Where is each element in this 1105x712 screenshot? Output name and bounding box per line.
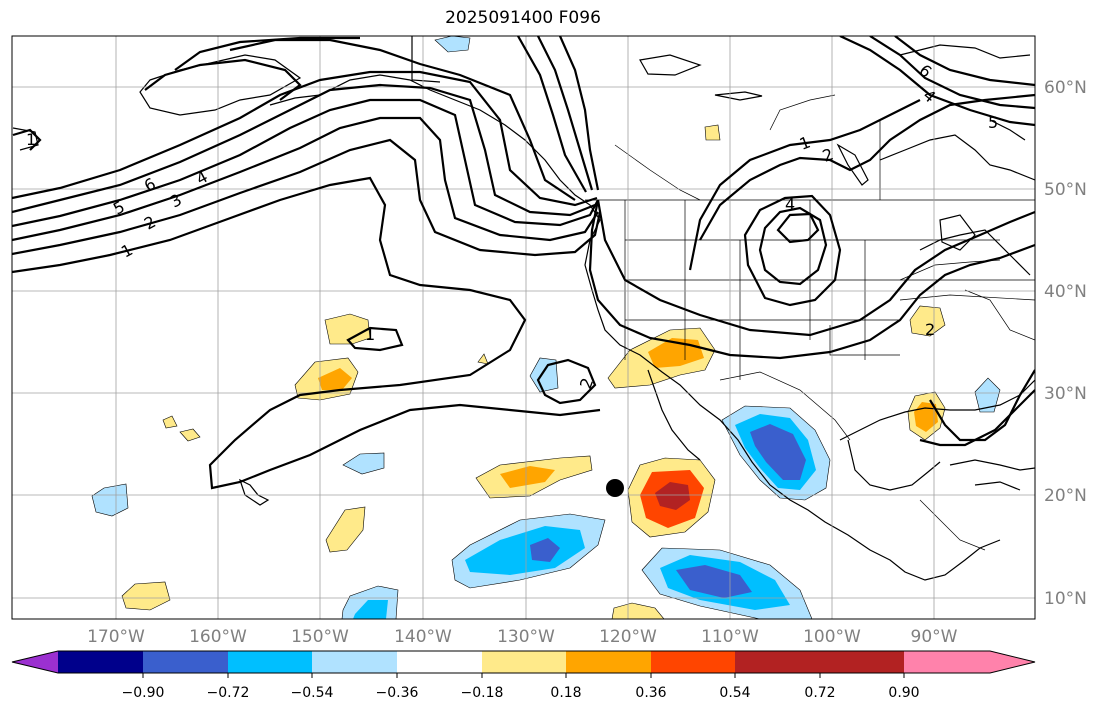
- colorbar-segment: [482, 651, 566, 673]
- colorbar-label: 0.90: [888, 685, 919, 701]
- colorbar-label: 0.72: [804, 685, 835, 701]
- lon-label: 110°W: [701, 627, 759, 647]
- lat-label: 10°N: [1044, 589, 1087, 609]
- positive-anomaly-shading: [121, 124, 946, 619]
- colorbar-label: −0.72: [207, 685, 250, 701]
- contour-label: 2: [925, 320, 935, 339]
- colorbar-label: −0.90: [122, 685, 165, 701]
- lat-label: 20°N: [1044, 486, 1087, 506]
- colorbar-segment: [820, 651, 904, 673]
- colorbar-segment: [651, 651, 735, 673]
- contour-label: 5: [988, 113, 998, 132]
- lon-label: 150°W: [291, 627, 349, 647]
- lon-label: 160°W: [189, 627, 247, 647]
- lat-label: 30°N: [1044, 384, 1087, 404]
- colorbar-segment: [312, 651, 397, 673]
- colorbar-label: −0.36: [376, 685, 419, 701]
- colorbar-segment: [566, 651, 651, 673]
- colorbar: −0.90 −0.72 −0.54 −0.36 −0.18 0.18 0.36 …: [11, 650, 1036, 701]
- colorbar-label: −0.54: [291, 685, 334, 701]
- lat-label: 50°N: [1044, 180, 1087, 200]
- lat-label: 60°N: [1044, 78, 1087, 98]
- latitude-labels: 60°N 50°N 40°N 30°N 20°N 10°N: [1044, 78, 1087, 609]
- political-borders: [585, 94, 1035, 551]
- map-title: 2025091400 F096: [445, 8, 601, 28]
- lon-label: 90°W: [911, 627, 958, 647]
- storm-center-marker: [606, 479, 624, 497]
- colorbar-segment: [397, 651, 482, 673]
- colorbar-label: 0.54: [719, 685, 750, 701]
- lat-label: 40°N: [1044, 282, 1087, 302]
- lon-label: 120°W: [599, 627, 657, 647]
- colorbar-label: 0.18: [550, 685, 581, 701]
- lon-label: 170°W: [87, 627, 145, 647]
- colorbar-segment: [143, 651, 228, 673]
- longitude-labels: 170°W 160°W 150°W 140°W 130°W 120°W 110°…: [87, 627, 958, 647]
- contour-label: 1: [26, 130, 36, 149]
- colorbar-segment: [228, 651, 312, 673]
- contour-label: 4: [785, 195, 795, 214]
- colorbar-extend-max: [904, 651, 1035, 673]
- lon-label: 100°W: [803, 627, 861, 647]
- negative-anomaly-shading: [91, 36, 1001, 619]
- contour-lines: [12, 36, 1035, 490]
- colorbar-segment: [735, 651, 820, 673]
- lon-label: 130°W: [497, 627, 555, 647]
- contour-label: 1: [365, 325, 375, 344]
- colorbar-extend-min: [12, 651, 58, 673]
- colorbar-label: 0.36: [635, 685, 666, 701]
- colorbar-label: −0.18: [461, 685, 504, 701]
- map-frame: [11, 35, 1036, 620]
- colorbar-segment: [58, 651, 143, 673]
- coastlines: [12, 36, 1035, 581]
- lon-label: 140°W: [394, 627, 452, 647]
